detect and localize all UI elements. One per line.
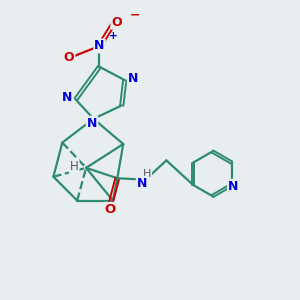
Text: N: N: [137, 177, 147, 190]
Text: O: O: [104, 203, 116, 216]
Text: N: N: [128, 72, 138, 85]
Text: −: −: [130, 9, 140, 22]
Text: N: N: [87, 117, 97, 130]
Text: H: H: [70, 160, 79, 173]
Text: O: O: [111, 16, 122, 29]
Text: O: O: [64, 51, 74, 64]
Text: N: N: [94, 40, 105, 52]
Text: H: H: [143, 169, 151, 179]
Text: N: N: [228, 180, 238, 193]
Text: +: +: [109, 31, 118, 40]
Text: N: N: [62, 92, 73, 104]
